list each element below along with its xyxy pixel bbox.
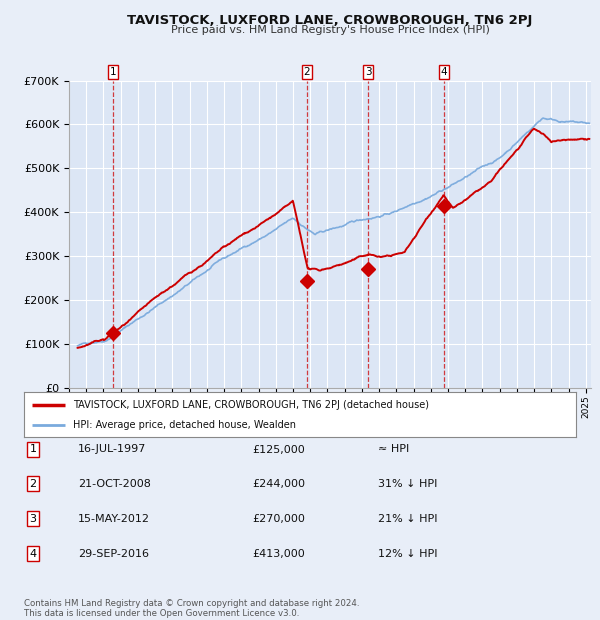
Text: HPI: Average price, detached house, Wealden: HPI: Average price, detached house, Weal… xyxy=(73,420,296,430)
Text: 1: 1 xyxy=(29,445,37,454)
Text: 21% ↓ HPI: 21% ↓ HPI xyxy=(378,514,437,524)
Text: 3: 3 xyxy=(365,67,371,77)
Text: 16-JUL-1997: 16-JUL-1997 xyxy=(78,445,146,454)
Text: ≈ HPI: ≈ HPI xyxy=(378,445,409,454)
Text: £270,000: £270,000 xyxy=(252,514,305,524)
Text: 3: 3 xyxy=(29,514,37,524)
Text: 1: 1 xyxy=(109,67,116,77)
Text: £125,000: £125,000 xyxy=(252,445,305,454)
Text: TAVISTOCK, LUXFORD LANE, CROWBOROUGH, TN6 2PJ (detached house): TAVISTOCK, LUXFORD LANE, CROWBOROUGH, TN… xyxy=(73,399,428,410)
Text: 29-SEP-2016: 29-SEP-2016 xyxy=(78,549,149,559)
Text: 12% ↓ HPI: 12% ↓ HPI xyxy=(378,549,437,559)
Text: £413,000: £413,000 xyxy=(252,549,305,559)
Text: TAVISTOCK, LUXFORD LANE, CROWBOROUGH, TN6 2PJ: TAVISTOCK, LUXFORD LANE, CROWBOROUGH, TN… xyxy=(127,14,533,27)
Text: 2: 2 xyxy=(29,479,37,489)
Text: Price paid vs. HM Land Registry's House Price Index (HPI): Price paid vs. HM Land Registry's House … xyxy=(170,25,490,35)
Text: Contains HM Land Registry data © Crown copyright and database right 2024.
This d: Contains HM Land Registry data © Crown c… xyxy=(24,599,359,618)
Text: £244,000: £244,000 xyxy=(252,479,305,489)
Text: 21-OCT-2008: 21-OCT-2008 xyxy=(78,479,151,489)
Text: 15-MAY-2012: 15-MAY-2012 xyxy=(78,514,150,524)
Text: 31% ↓ HPI: 31% ↓ HPI xyxy=(378,479,437,489)
Text: 4: 4 xyxy=(440,67,447,77)
Text: 4: 4 xyxy=(29,549,37,559)
Text: 2: 2 xyxy=(304,67,310,77)
